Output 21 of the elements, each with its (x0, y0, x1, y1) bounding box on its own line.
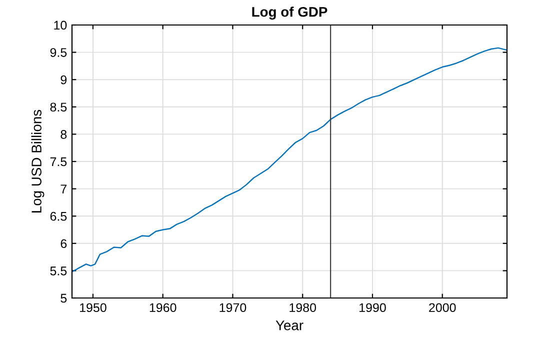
x-tick-label: 1960 (150, 303, 176, 312)
x-tick-label: 1970 (220, 303, 246, 312)
x-tick-label: 1980 (290, 303, 316, 312)
y-tick-label: 9.5 (50, 48, 67, 57)
y-axis-title: Log USD Billions (31, 110, 44, 212)
y-tick-label: 6.5 (50, 212, 67, 221)
y-tick-label: 5.5 (50, 266, 67, 276)
y-tick-label: 5 (60, 294, 67, 303)
chart-title: Log of GDP (252, 6, 328, 20)
line-series (72, 47, 507, 272)
y-tick-label: 10 (54, 20, 67, 30)
x-tick-label: 1990 (360, 303, 386, 312)
y-tick-label: 7.5 (50, 157, 67, 166)
y-tick-label: 7 (60, 184, 67, 194)
x-tick-label: 2000 (429, 303, 456, 312)
y-tick-label: 8 (60, 130, 67, 139)
y-tick-label: 9 (60, 75, 67, 84)
y-tick-label: 6 (60, 239, 67, 248)
y-tick-label: 8.5 (50, 102, 67, 112)
x-axis-title: Year (276, 320, 304, 330)
x-tick-label: 1950 (80, 303, 106, 312)
